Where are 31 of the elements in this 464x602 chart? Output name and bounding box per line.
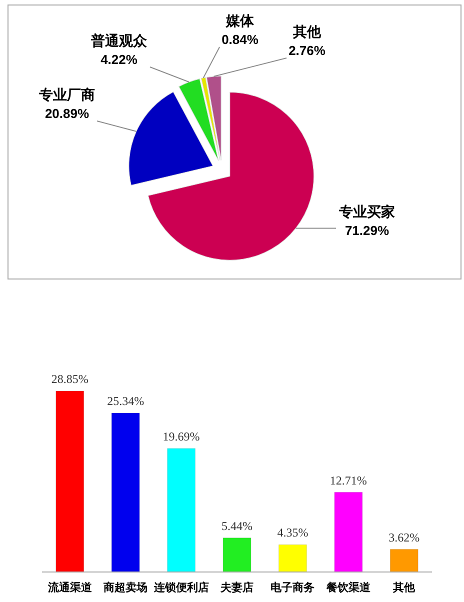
data-label: 25.34% (107, 394, 144, 408)
x-tick-label: 流通渠道 (46, 581, 93, 594)
slice-label: 专业买家 (338, 204, 395, 220)
bar (222, 538, 252, 572)
data-label: 3.62% (388, 530, 420, 544)
x-tick-label: 餐饮渠道 (325, 581, 372, 594)
data-label: 4.35% (277, 526, 308, 540)
x-tick-label: 电子商务 (270, 581, 315, 594)
data-label: 4.22% (100, 52, 138, 67)
data-label: 28.85% (51, 372, 88, 386)
data-label: 0.84% (222, 32, 259, 47)
bar (167, 448, 196, 572)
data-label: 19.69% (162, 429, 200, 444)
x-tick-label: 其他 (392, 581, 416, 594)
x-tick-label: 夫妻店 (220, 581, 254, 594)
x-tick-label: 连锁便利店 (152, 581, 209, 594)
data-label: 5.44% (222, 518, 252, 533)
data-label: 2.76% (288, 43, 326, 58)
bar (390, 549, 418, 572)
slice-label: 其他 (292, 24, 322, 40)
bar (278, 544, 307, 572)
slice-label: 媒体 (225, 12, 255, 28)
data-label: 12.71% (330, 473, 367, 488)
x-tick-label: 商超卖场 (102, 581, 148, 594)
slice-label: 普通观众 (90, 32, 148, 48)
data-label: 71.29% (344, 223, 390, 238)
bar (334, 492, 363, 572)
bar (111, 412, 140, 572)
bar (56, 390, 84, 572)
slice-label: 专业厂商 (38, 86, 95, 102)
data-label: 20.89% (44, 106, 90, 121)
